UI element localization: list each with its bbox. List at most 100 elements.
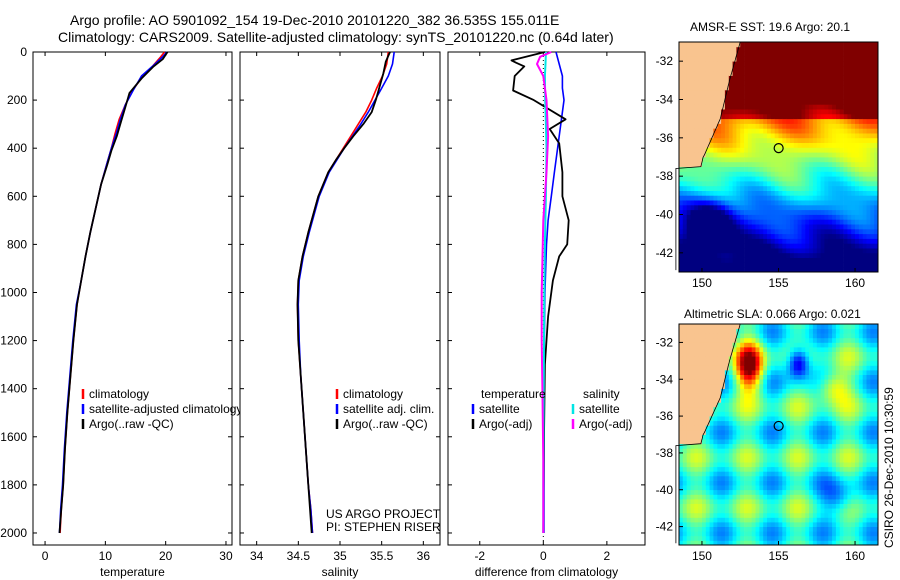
map-cell [828, 420, 833, 426]
map-cell [862, 503, 867, 509]
map-cell [763, 176, 768, 182]
map-cell [843, 137, 848, 143]
map-cell [740, 370, 745, 375]
map-cell [744, 128, 749, 134]
map-cell [778, 365, 783, 371]
map-cell [839, 397, 844, 403]
map-cell [751, 406, 756, 412]
map-cell [690, 443, 695, 449]
map-cell [774, 80, 779, 86]
map-cell [851, 406, 856, 412]
map-cell [679, 181, 684, 187]
map-cell [755, 475, 760, 481]
map-cell [786, 176, 791, 182]
map-cell [744, 147, 749, 153]
map-cell [724, 347, 730, 352]
map-cell [705, 324, 710, 329]
map-cell [755, 94, 760, 100]
map-cell [774, 466, 779, 472]
map-cell [728, 383, 733, 389]
map-cell [778, 252, 783, 258]
map-cell [870, 118, 875, 124]
map-cell [855, 360, 860, 366]
map-cell [851, 219, 856, 225]
map-cell [686, 56, 691, 62]
map-cell [782, 70, 787, 76]
map-cell [851, 466, 856, 472]
map-cell [682, 176, 687, 182]
map-cell [832, 360, 837, 366]
map-cell [847, 508, 852, 514]
map-cell [832, 425, 837, 431]
map-cell [690, 328, 695, 334]
map-cell [767, 61, 772, 67]
map-cell [740, 166, 745, 172]
map-cell [763, 204, 768, 211]
map-cell [812, 503, 818, 509]
map-cell [809, 540, 814, 546]
map-cell [847, 485, 852, 491]
map-cell [690, 66, 695, 72]
map-cell [728, 181, 733, 187]
map-cell [682, 540, 687, 546]
series-line-salinity-argo-adj- [536, 51, 552, 533]
map-cell [728, 333, 733, 339]
map-cell [801, 219, 806, 225]
map-cell [694, 56, 699, 62]
legend-label: satellite-adjusted climatology [89, 402, 242, 416]
y-tick-label: 1400 [0, 382, 27, 396]
map-cell [728, 416, 733, 422]
map-cell [839, 508, 844, 514]
map-cell [763, 485, 768, 491]
map-cell [782, 485, 787, 491]
map-cell [721, 448, 726, 454]
map-cell [862, 267, 867, 273]
map-cell [797, 80, 802, 86]
map-cell [790, 333, 795, 339]
map-cell [755, 219, 760, 225]
map-cell [713, 374, 718, 380]
map-cell [824, 324, 829, 329]
map-cell [770, 157, 775, 163]
map-cell [847, 425, 852, 431]
map-cell [824, 452, 829, 458]
map-cell [767, 512, 772, 518]
map-cell [751, 109, 756, 115]
map-cell [740, 157, 745, 163]
map-cell [812, 200, 818, 206]
map-cell [767, 471, 772, 477]
map-cell [767, 526, 772, 532]
map-cell [812, 190, 818, 196]
map-cell [782, 147, 787, 153]
map-cell [782, 157, 787, 163]
map-cell [866, 267, 871, 273]
map-cell [698, 347, 703, 352]
map-cell [713, 157, 718, 163]
map-cell [728, 370, 733, 375]
map-cell [732, 185, 737, 191]
map-cell [820, 204, 825, 211]
map-cell [812, 508, 818, 514]
map-cell [851, 209, 856, 215]
map-cell [870, 51, 875, 57]
map-cell [759, 252, 764, 258]
map-cell [702, 56, 707, 62]
map-cell [740, 214, 745, 220]
map-cell [824, 152, 829, 158]
map-cell [694, 133, 699, 139]
map-cell [855, 489, 860, 495]
map-cell [828, 238, 833, 244]
map-cell [763, 219, 768, 225]
map-cell [732, 425, 737, 431]
map-cell [736, 142, 741, 148]
map-cell [809, 535, 814, 541]
map-cell [782, 443, 787, 449]
map-cell [809, 99, 814, 105]
map-cell [847, 393, 852, 399]
map-cell [702, 535, 707, 541]
map-cell [724, 531, 730, 537]
map-cell [801, 142, 806, 148]
map-cell [862, 262, 867, 268]
map-cell [747, 128, 753, 134]
map-cell [851, 171, 856, 177]
